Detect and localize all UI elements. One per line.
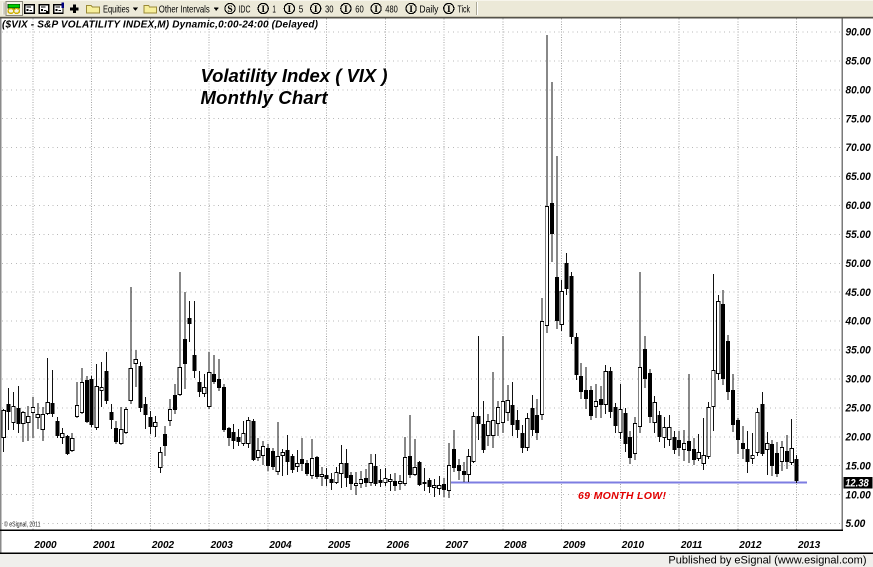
svg-text:70.00: 70.00	[846, 142, 872, 154]
svg-text:12.38: 12.38	[845, 478, 869, 490]
svg-text:© eSignal, 2011: © eSignal, 2011	[4, 521, 41, 529]
svg-text:40.00: 40.00	[845, 316, 872, 328]
svg-text:2009: 2009	[562, 540, 586, 551]
svg-text:Daily: Daily	[419, 3, 439, 15]
svg-text:90.00: 90.00	[846, 27, 872, 39]
svg-text:2003: 2003	[210, 540, 234, 551]
svg-text:5: 5	[299, 3, 304, 15]
svg-text:55.00: 55.00	[846, 229, 872, 241]
svg-text:480: 480	[385, 3, 398, 15]
svg-text:S: S	[227, 5, 232, 15]
svg-text:Volatility Index ( VIX ): Volatility Index ( VIX )	[201, 65, 388, 86]
svg-text:2005: 2005	[327, 540, 351, 551]
svg-text:2011: 2011	[680, 540, 703, 551]
svg-text:2004: 2004	[268, 540, 292, 551]
svg-text:85.00: 85.00	[846, 56, 872, 68]
svg-text:I: I	[261, 5, 265, 15]
svg-text:Other Intervals: Other Intervals	[159, 3, 210, 15]
svg-text:I: I	[409, 5, 413, 15]
svg-text:Published by eSignal (www.esig: Published by eSignal (www.esignal.com)	[668, 554, 866, 566]
svg-text:Equities: Equities	[103, 3, 130, 15]
svg-text:25.00: 25.00	[845, 403, 872, 415]
svg-text:30: 30	[325, 3, 334, 15]
svg-text:65.00: 65.00	[846, 171, 872, 183]
svg-text:2013: 2013	[797, 540, 821, 551]
svg-text:I: I	[288, 5, 292, 15]
svg-text:10.00: 10.00	[846, 489, 872, 501]
svg-text:I: I	[447, 5, 451, 15]
svg-text:75.00: 75.00	[846, 113, 872, 125]
svg-text:2002: 2002	[151, 540, 175, 551]
svg-text:2006: 2006	[386, 540, 410, 551]
svg-text:2001: 2001	[92, 540, 116, 551]
svg-text:15.00: 15.00	[846, 460, 872, 472]
svg-text:1: 1	[272, 3, 276, 15]
svg-text:Tick: Tick	[458, 3, 471, 15]
svg-text:5.00: 5.00	[846, 518, 867, 530]
svg-text:2007: 2007	[445, 540, 469, 551]
svg-text:I: I	[314, 5, 318, 15]
svg-text:60.00: 60.00	[846, 200, 872, 212]
svg-text:Monthly Chart: Monthly Chart	[201, 87, 329, 108]
svg-text:45.00: 45.00	[845, 287, 872, 299]
svg-text:2008: 2008	[503, 540, 527, 551]
svg-text:($VIX - S&P VOLATILITY INDEX,M: ($VIX - S&P VOLATILITY INDEX,M) Dynamic,…	[2, 20, 319, 31]
svg-text:2012: 2012	[738, 540, 762, 551]
svg-text:I: I	[374, 5, 378, 15]
svg-text:50.00: 50.00	[846, 258, 872, 270]
svg-text:20.00: 20.00	[845, 431, 872, 443]
svg-text:35.00: 35.00	[846, 345, 872, 357]
svg-text:60: 60	[355, 3, 364, 15]
svg-text:IDC: IDC	[239, 3, 251, 15]
svg-text:69 MONTH LOW!: 69 MONTH LOW!	[578, 490, 667, 502]
svg-text:30.00: 30.00	[846, 374, 872, 386]
svg-text:80.00: 80.00	[846, 84, 872, 96]
svg-text:2000: 2000	[33, 540, 57, 551]
svg-text:2010: 2010	[621, 540, 645, 551]
svg-text:I: I	[344, 5, 348, 15]
